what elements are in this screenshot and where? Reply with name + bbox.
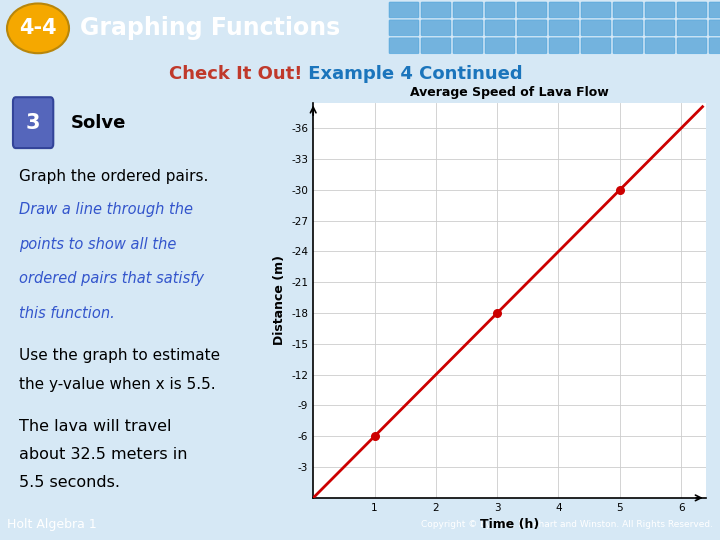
FancyBboxPatch shape (645, 2, 675, 18)
Text: 3: 3 (26, 113, 40, 133)
FancyBboxPatch shape (485, 38, 515, 53)
Text: points to show all the: points to show all the (19, 237, 176, 252)
Text: ordered pairs that satisfy: ordered pairs that satisfy (19, 272, 204, 287)
Text: The lava will travel: The lava will travel (19, 419, 171, 434)
FancyBboxPatch shape (677, 38, 707, 53)
FancyBboxPatch shape (709, 20, 720, 36)
Text: Graph the ordered pairs.: Graph the ordered pairs. (19, 169, 208, 184)
FancyBboxPatch shape (581, 2, 611, 18)
FancyBboxPatch shape (709, 2, 720, 18)
Text: Graphing Functions: Graphing Functions (80, 16, 341, 40)
FancyBboxPatch shape (517, 38, 547, 53)
FancyBboxPatch shape (549, 20, 579, 36)
FancyBboxPatch shape (453, 2, 483, 18)
FancyBboxPatch shape (485, 2, 515, 18)
Ellipse shape (7, 3, 69, 53)
FancyBboxPatch shape (421, 38, 451, 53)
FancyBboxPatch shape (613, 38, 643, 53)
Text: 4-4: 4-4 (19, 18, 57, 38)
Text: Example 4 Continued: Example 4 Continued (302, 65, 523, 83)
FancyBboxPatch shape (645, 20, 675, 36)
FancyBboxPatch shape (581, 20, 611, 36)
FancyBboxPatch shape (517, 2, 547, 18)
FancyBboxPatch shape (709, 38, 720, 53)
Text: Holt Algebra 1: Holt Algebra 1 (7, 518, 97, 531)
FancyBboxPatch shape (677, 2, 707, 18)
Text: Draw a line through the: Draw a line through the (19, 202, 193, 217)
Title: Average Speed of Lava Flow: Average Speed of Lava Flow (410, 86, 609, 99)
Point (369, 432, 380, 441)
FancyBboxPatch shape (581, 38, 611, 53)
Text: 5.5 seconds.: 5.5 seconds. (19, 475, 120, 490)
FancyBboxPatch shape (613, 20, 643, 36)
Point (491, 309, 503, 318)
FancyBboxPatch shape (389, 2, 419, 18)
Text: Solve: Solve (71, 113, 126, 132)
Text: about 32.5 meters in: about 32.5 meters in (19, 447, 187, 462)
FancyBboxPatch shape (677, 20, 707, 36)
X-axis label: Time (h): Time (h) (480, 518, 539, 531)
FancyBboxPatch shape (389, 20, 419, 36)
Point (614, 186, 626, 194)
FancyBboxPatch shape (549, 2, 579, 18)
Text: Check It Out!: Check It Out! (169, 65, 302, 83)
Text: this function.: this function. (19, 306, 114, 321)
FancyBboxPatch shape (453, 38, 483, 53)
FancyBboxPatch shape (453, 20, 483, 36)
Y-axis label: Distance (m): Distance (m) (273, 255, 286, 345)
FancyBboxPatch shape (645, 38, 675, 53)
Text: Copyright © by Holt, Rinehart and Winston. All Rights Reserved.: Copyright © by Holt, Rinehart and Winsto… (420, 520, 713, 529)
FancyBboxPatch shape (421, 20, 451, 36)
FancyBboxPatch shape (613, 2, 643, 18)
Text: the y-value when x is 5.5.: the y-value when x is 5.5. (19, 377, 215, 393)
FancyBboxPatch shape (549, 38, 579, 53)
Text: Use the graph to estimate: Use the graph to estimate (19, 348, 220, 363)
FancyBboxPatch shape (485, 20, 515, 36)
FancyBboxPatch shape (421, 2, 451, 18)
FancyBboxPatch shape (517, 20, 547, 36)
FancyBboxPatch shape (389, 38, 419, 53)
FancyBboxPatch shape (13, 97, 53, 148)
